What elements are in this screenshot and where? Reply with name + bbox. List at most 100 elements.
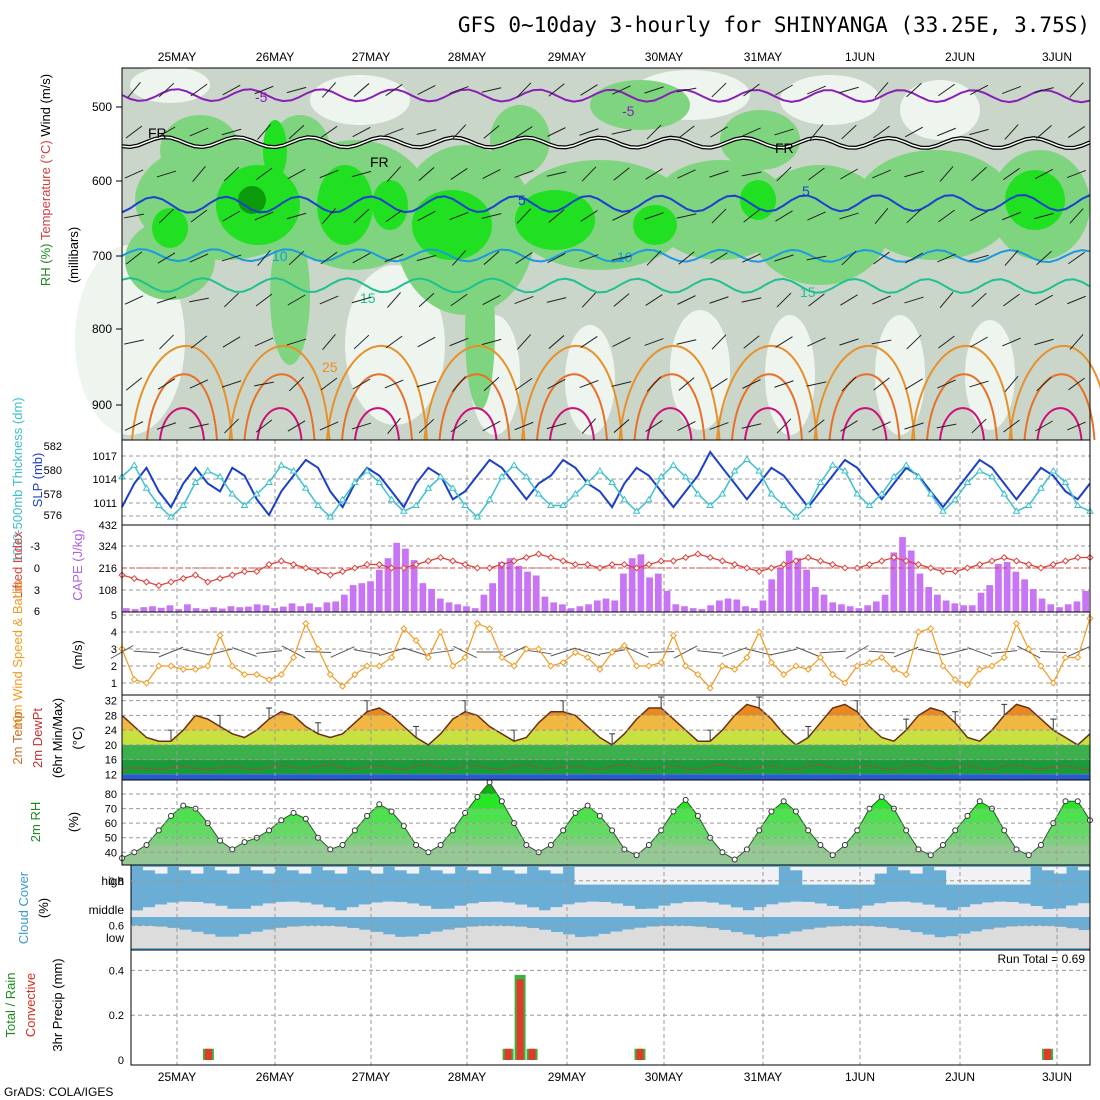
wind-barb xyxy=(936,423,957,429)
wind-speed-point xyxy=(927,625,935,633)
rh-point xyxy=(658,827,665,834)
x-tick-label-top: 28MAY xyxy=(448,50,486,64)
surface-wind-barb xyxy=(182,648,209,656)
thickness-point xyxy=(853,490,862,497)
rh-point xyxy=(964,812,971,819)
temp-line xyxy=(121,703,1091,746)
cloud-high-cell xyxy=(802,867,815,885)
rh-point xyxy=(1013,846,1020,853)
li-point xyxy=(743,564,751,572)
cloud-high-cell xyxy=(406,867,420,874)
cloud-low-cell xyxy=(131,925,144,948)
wind-speed-point xyxy=(167,662,175,670)
cloud-middle-cell xyxy=(706,902,719,917)
cloud-low-cell xyxy=(922,934,935,948)
rh-mid-region xyxy=(270,225,310,365)
cape-bar xyxy=(707,605,715,612)
thickness-point xyxy=(657,472,666,480)
run-total-label: Run Total = 0.69 xyxy=(997,952,1085,966)
thickness-point xyxy=(228,490,237,497)
li-point xyxy=(535,550,543,558)
isotherm-line xyxy=(121,88,1091,104)
cape-bar xyxy=(951,603,959,612)
rh-point xyxy=(584,802,591,809)
cape-bar xyxy=(227,606,235,612)
cape-bar xyxy=(881,594,889,612)
rh-point xyxy=(449,827,456,834)
cape-bar xyxy=(646,577,653,612)
wind-barb xyxy=(257,250,271,266)
li-point xyxy=(437,553,445,562)
thickness-point xyxy=(130,461,139,468)
rh-point xyxy=(670,808,677,815)
wind-barb xyxy=(1069,208,1084,224)
pressure-tick-label: 700 xyxy=(92,249,112,263)
wind-barb xyxy=(516,208,532,224)
cloud-low-cell xyxy=(646,926,659,948)
li-point xyxy=(155,581,163,590)
pressure-tick-label: 800 xyxy=(92,322,112,336)
wind-barb xyxy=(840,420,858,432)
wind-barb xyxy=(450,293,468,307)
wind-barb xyxy=(1003,293,1020,307)
wind-barb xyxy=(971,292,987,308)
y-tick-label: 80 xyxy=(105,789,117,801)
wind-barb xyxy=(806,255,827,261)
isotherm-label: FR xyxy=(370,154,389,170)
thickness-point xyxy=(326,513,335,520)
y-tick-label: 2 xyxy=(111,661,117,673)
wind-barb xyxy=(1002,211,1021,221)
precip-frame xyxy=(130,949,1091,1066)
wind-barb xyxy=(514,421,534,431)
cloud-middle-cell xyxy=(1006,902,1019,917)
cloud-high-cell xyxy=(370,867,384,874)
li-point xyxy=(841,564,849,572)
li-point xyxy=(988,557,996,565)
x-tick-label-top: 31MAY xyxy=(744,50,782,64)
cloud-high-cell xyxy=(946,867,959,885)
cloud-low-cell xyxy=(286,926,300,948)
cloud-high-cell xyxy=(1078,867,1091,871)
cloud-high-cell xyxy=(586,867,600,885)
wind-barb xyxy=(905,252,923,264)
rh-humid-region xyxy=(633,205,677,245)
wind-barb xyxy=(418,292,435,308)
wind-barb xyxy=(481,213,502,219)
isotherm-label: 10 xyxy=(272,248,288,264)
upper-air-y-label: RH (%) Temperature (°C) Wind (m/s) xyxy=(38,74,53,286)
cloud-middle-cell xyxy=(214,905,228,917)
rh-mid-region xyxy=(160,115,240,185)
wind-barb xyxy=(709,170,729,178)
precip-convective-bar xyxy=(204,1048,212,1060)
pressure-tick-label: 500 xyxy=(92,100,112,114)
wind-barb xyxy=(1004,250,1019,266)
cloud-high-cell xyxy=(550,867,564,874)
rh-point xyxy=(596,812,603,819)
wind-barb xyxy=(872,421,891,431)
rh-point xyxy=(645,841,652,848)
y-tick-label: 1 xyxy=(111,678,117,690)
cloud-low-cell xyxy=(370,931,384,948)
cloud-low-cell xyxy=(310,925,324,948)
li-point xyxy=(682,553,690,562)
cloud-high-cell xyxy=(958,867,971,885)
wind-barb xyxy=(451,124,467,140)
thickness-point xyxy=(375,478,384,485)
cloud-low-cell xyxy=(946,936,959,948)
wind-barb xyxy=(223,292,240,308)
cape-bar xyxy=(759,600,767,612)
cloud-low-cell xyxy=(742,934,755,948)
wind-barb xyxy=(546,422,567,430)
cloud-middle-cell xyxy=(1066,905,1079,917)
isotherm-25-arch xyxy=(326,344,428,441)
cloud-layer-label: high xyxy=(101,874,124,888)
cloud-middle-cell xyxy=(1054,908,1067,917)
cloud-low-cell xyxy=(154,926,168,948)
isotherm-arch-inner xyxy=(146,373,218,441)
cloud-low-cell xyxy=(754,937,767,948)
isotherm-arch-hot xyxy=(256,407,303,441)
y-tick-label: 0.2 xyxy=(109,1010,124,1022)
thickness-point xyxy=(350,478,359,485)
cloud-low-cell xyxy=(1042,925,1055,948)
